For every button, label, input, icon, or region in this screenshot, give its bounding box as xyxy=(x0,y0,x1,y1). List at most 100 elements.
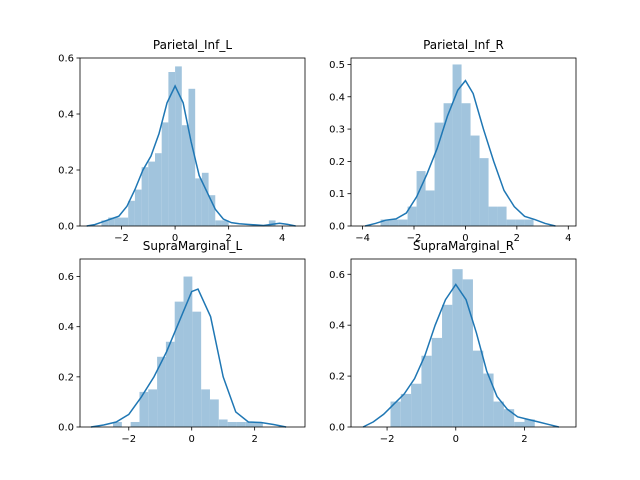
y-tick-label: 0.6 xyxy=(58,272,74,283)
y-tick-label: 0.6 xyxy=(58,54,74,65)
y-tick-label: 0.6 xyxy=(329,270,345,281)
histogram-bar xyxy=(398,219,408,226)
histogram-bar xyxy=(506,219,516,226)
histogram-bar xyxy=(416,171,426,226)
histogram-bar xyxy=(188,88,196,226)
subplot-title: Parietal_Inf_R xyxy=(423,38,504,52)
histogram-bar xyxy=(108,217,115,226)
histogram-bar xyxy=(114,217,122,226)
subplot-2: −2 0 2 0.0 0.2 0.4 0.6 SupraMarginal_L xyxy=(58,239,306,445)
x-tick-label: −2 xyxy=(380,434,395,445)
histogram-bar xyxy=(175,66,182,227)
y-tick-label: 0.0 xyxy=(58,222,74,233)
kde-line xyxy=(90,288,287,428)
histogram-bar xyxy=(470,135,480,226)
histogram-bar xyxy=(503,409,515,427)
histogram-bar xyxy=(514,421,525,427)
axes-frame xyxy=(350,57,577,227)
histogram-bar xyxy=(268,220,276,226)
y-tick-label: 0.4 xyxy=(58,322,74,333)
histogram-bar xyxy=(431,337,443,427)
histogram-bar xyxy=(425,190,435,226)
histogram-bar xyxy=(130,421,140,427)
histogram-bar xyxy=(390,401,401,427)
x-tick-label: −4 xyxy=(355,233,370,244)
histogram-bar xyxy=(141,167,149,226)
y-tick-label: 0.0 xyxy=(58,423,74,434)
subplot-title: SupraMarginal_R xyxy=(413,239,514,253)
x-tick-label: −2 xyxy=(407,233,422,244)
histogram-bar xyxy=(497,206,507,226)
histogram-bar xyxy=(443,103,453,226)
histogram-bar xyxy=(452,64,462,227)
subplot-3: −2 0 2 0.0 0.2 0.4 0.6 SupraMarginal_R xyxy=(329,239,577,445)
kde-line xyxy=(364,79,556,227)
histogram-bar xyxy=(221,220,229,226)
histogram-bar xyxy=(442,304,453,427)
histogram-bar xyxy=(515,219,525,226)
x-tick-label: 2 xyxy=(225,233,231,244)
histogram-bar xyxy=(227,421,237,427)
histogram-bar xyxy=(195,178,202,226)
histogram-bar xyxy=(461,103,471,226)
histogram-bar xyxy=(113,421,122,427)
y-tick-label: 0.3 xyxy=(329,125,345,136)
subplot-1: −4 −2 0 2 4 0.0 0.1 0.2 0.3 0.4 0.5 Parietal_Inf_R xyxy=(329,38,577,244)
histogram-bar xyxy=(101,220,109,226)
histogram-bar xyxy=(201,389,210,427)
y-tick-label: 0.4 xyxy=(329,92,345,103)
histogram-bar xyxy=(407,206,417,226)
x-tick-label: −2 xyxy=(121,434,136,445)
histogram-bar xyxy=(208,195,216,226)
histogram-bar xyxy=(524,419,535,427)
x-tick-label: 0 xyxy=(453,434,459,445)
histogram-bar xyxy=(236,421,246,427)
y-tick-label: 0.0 xyxy=(329,222,345,233)
histogram-bar xyxy=(493,401,504,427)
y-tick-label: 0.2 xyxy=(58,372,74,383)
subplot-title: Parietal_Inf_L xyxy=(153,38,232,52)
histogram-bar xyxy=(389,219,399,226)
histogram-bar xyxy=(201,172,209,226)
y-tick-label: 0.0 xyxy=(329,423,345,434)
x-tick-label: 4 xyxy=(279,233,285,244)
histogram-bar xyxy=(215,220,222,226)
y-tick-label: 0.2 xyxy=(329,157,345,168)
histogram-bar xyxy=(161,122,169,226)
histogram-bar xyxy=(245,421,255,427)
histogram-bar xyxy=(134,189,142,226)
histogram-bar xyxy=(452,269,463,427)
histogram-bar xyxy=(400,393,412,427)
x-tick-label: 0 xyxy=(462,233,468,244)
x-tick-label: 0 xyxy=(172,233,178,244)
y-tick-label: 0.2 xyxy=(329,372,345,383)
x-tick-label: 2 xyxy=(251,434,257,445)
y-tick-label: 0.4 xyxy=(329,321,345,332)
histogram-bar xyxy=(209,399,219,427)
histogram-bar xyxy=(168,72,176,226)
kde-line xyxy=(362,283,560,428)
axes-frame xyxy=(350,258,577,428)
histogram-bar xyxy=(434,122,444,226)
y-tick-label: 0.4 xyxy=(58,110,74,121)
histogram-bar xyxy=(174,301,184,427)
y-tick-label: 0.1 xyxy=(329,189,345,200)
histogram-bar xyxy=(183,276,193,427)
histogram-bar xyxy=(472,350,484,427)
axes-frame xyxy=(79,57,306,227)
histogram-bar xyxy=(148,161,155,226)
x-tick-label: −2 xyxy=(114,233,129,244)
histogram-bar xyxy=(155,153,162,226)
x-tick-label: 0 xyxy=(189,434,195,445)
y-tick-label: 0.5 xyxy=(329,60,345,71)
histogram-bar xyxy=(181,125,189,226)
histogram-bar xyxy=(148,389,158,427)
histogram-bar xyxy=(157,356,166,427)
histogram-bar xyxy=(411,383,422,427)
kde-line xyxy=(86,84,296,227)
histogram-bar xyxy=(254,421,263,427)
axes-frame xyxy=(79,258,306,428)
histogram-bar xyxy=(165,341,175,427)
histogram-bar xyxy=(524,219,534,226)
